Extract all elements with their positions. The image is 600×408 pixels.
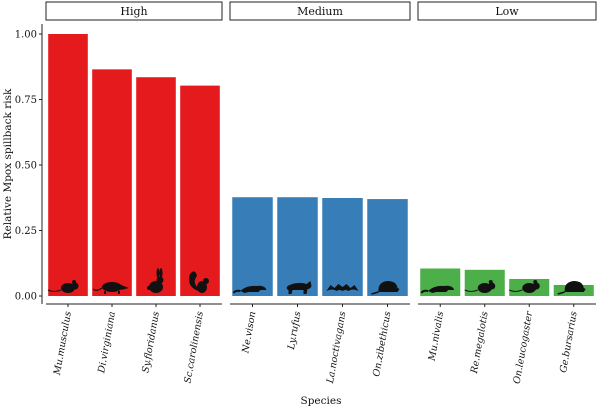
facet-strip-label: Low <box>495 5 519 18</box>
x-tick-label: La.noctivagans <box>325 310 349 385</box>
bar <box>92 69 132 297</box>
y-tick-label: 0.00 <box>15 292 37 303</box>
x-tick-label: Mu.musculus <box>52 310 74 376</box>
gopher-icon <box>557 281 586 295</box>
x-axis-title: Species <box>301 395 342 407</box>
bat-icon <box>326 284 359 291</box>
x-tick-label: Sc.carolinensis <box>182 310 205 384</box>
opossum-icon <box>92 282 129 294</box>
y-tick-label: 0.75 <box>15 95 37 106</box>
bar <box>277 197 318 296</box>
facet-medium: Medium Ne.vison Ly.rufus La.noctivagans On.z… <box>229 1 411 385</box>
x-tick-label: Re.megalotis <box>469 311 491 376</box>
bar <box>232 197 273 296</box>
x-tick-label: On.leucogaster <box>512 309 536 385</box>
x-tick-label: Ly.rufus <box>286 310 304 351</box>
facet-strip <box>417 1 597 21</box>
grasshopper-mouse-icon <box>509 280 540 293</box>
x-tick-label: Ne.vison <box>240 311 258 355</box>
facet-low: Low Mu.nivalis Re.megalotis On.leucogaster G… <box>417 1 597 385</box>
harvest-mouse-icon <box>464 280 496 293</box>
bobcat-icon <box>286 281 312 294</box>
mouse-icon <box>47 280 79 293</box>
y-axis-title: Relative Mpox spillback risk <box>2 88 14 239</box>
x-tick-label: Ge.bursarius <box>558 310 580 373</box>
muskrat-icon <box>371 281 400 295</box>
x-tick-label: Di.virginiana <box>96 310 118 375</box>
facets-layer: High Mu.musculus Di.virginiana Sy.floridanu… <box>45 1 597 385</box>
bar <box>367 199 408 296</box>
mink-icon <box>232 285 267 294</box>
weasel-icon <box>420 285 455 294</box>
y-tick-label: 0.50 <box>15 161 37 172</box>
bar <box>180 85 220 296</box>
facet-strip-label: Medium <box>297 5 343 18</box>
x-tick-label: Sy.floridanus <box>140 311 162 374</box>
facet-strip <box>229 1 411 21</box>
bar <box>322 198 363 296</box>
facet-strip-label: High <box>120 5 147 18</box>
y-axis: 0.00 0.25 0.50 0.75 1.00 <box>15 24 43 304</box>
x-tick-label: Mu.nivalis <box>427 310 447 362</box>
y-tick-label: 0.25 <box>15 226 37 237</box>
y-tick-label: 1.00 <box>15 30 37 41</box>
bar <box>136 77 176 296</box>
bar <box>48 34 88 296</box>
squirrel-icon <box>189 271 209 293</box>
x-tick-label: On.zibethicus <box>371 310 393 377</box>
rabbit-icon <box>147 268 164 293</box>
facet-high: High Mu.musculus Di.virginiana Sy.floridanu… <box>45 1 223 384</box>
facet-strip <box>45 1 223 21</box>
